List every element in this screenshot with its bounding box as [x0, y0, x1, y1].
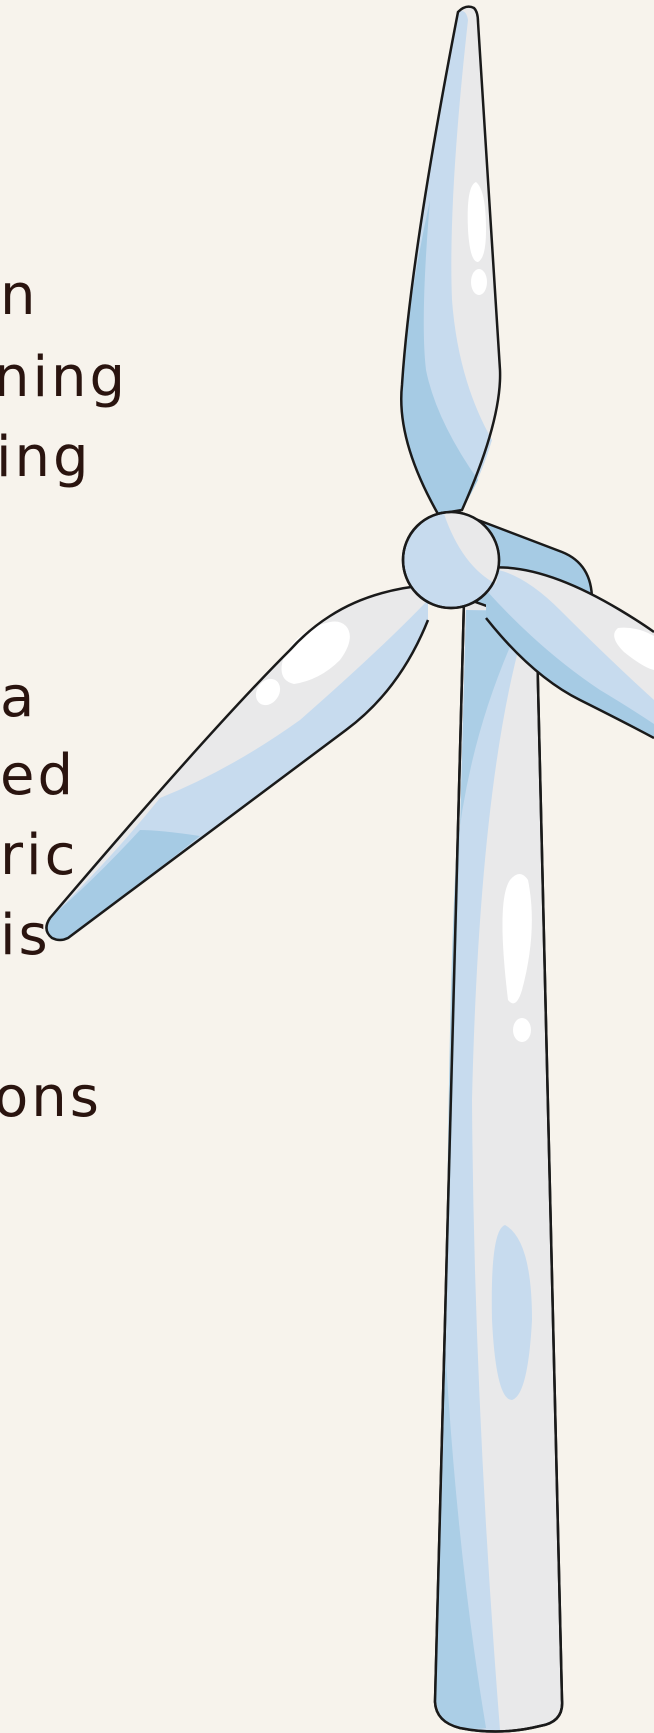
turbine-blade-right	[485, 566, 654, 740]
text-fragment-5: ed	[0, 743, 76, 808]
turbine-tower	[433, 598, 564, 1733]
text-fragment-2: ning	[0, 345, 129, 410]
turbine-hub	[401, 510, 501, 610]
text-fragment-7: is	[0, 903, 51, 968]
text-fragment-4: a	[0, 665, 38, 730]
tower-highlight	[502, 874, 532, 1004]
turbine-blade-left	[45, 583, 430, 942]
text-fragment-1: n	[0, 263, 39, 328]
text-fragment-8: ons	[0, 1065, 102, 1130]
text-fragment-6: ric	[0, 823, 79, 888]
text-fragment-3: ing	[0, 425, 92, 490]
turbine-blade-top	[400, 5, 502, 516]
